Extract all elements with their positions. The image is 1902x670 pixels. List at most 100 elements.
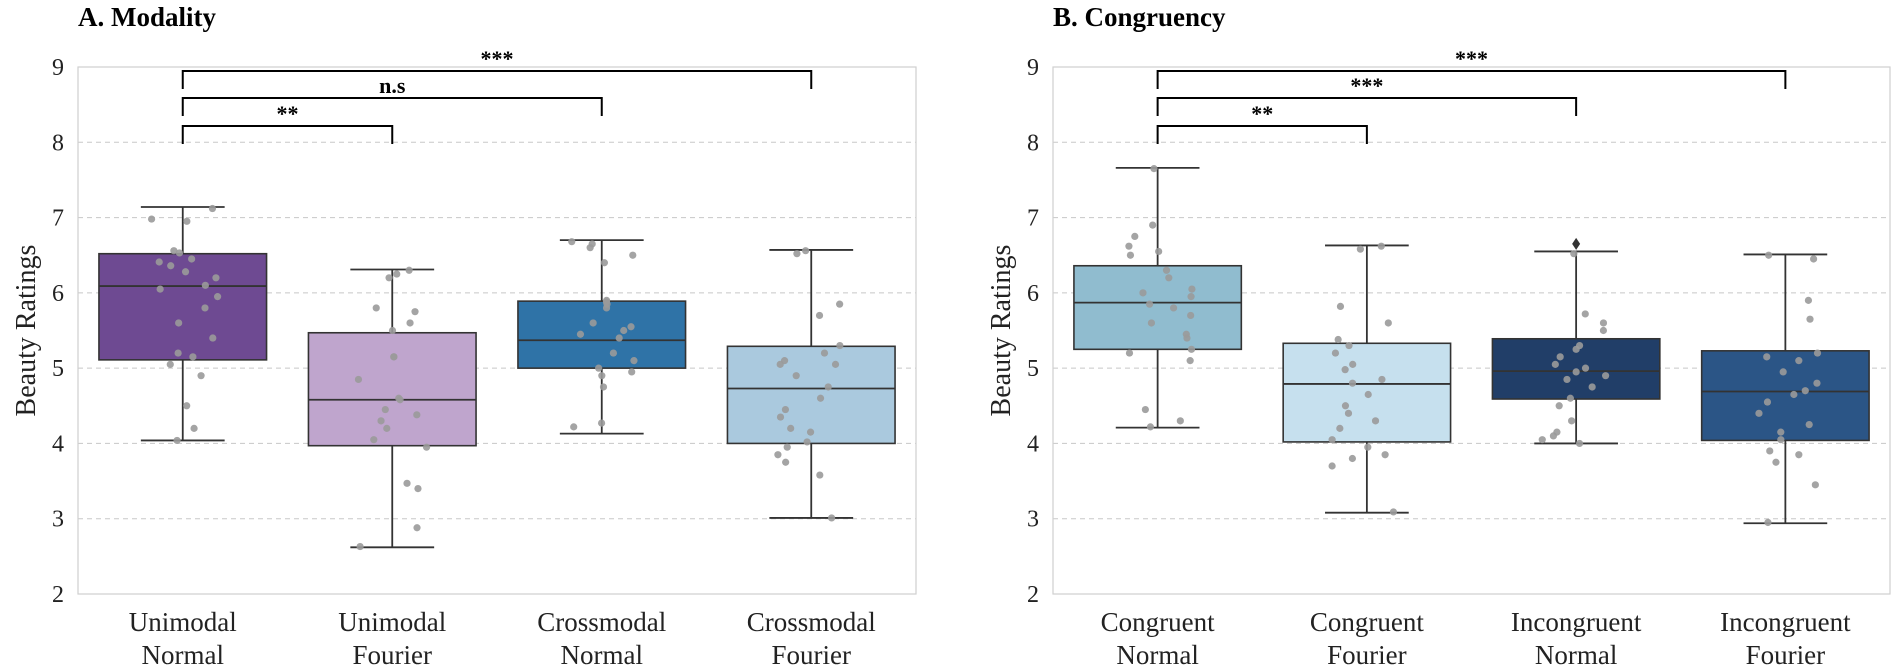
x-tick-label: Unimodal bbox=[129, 607, 237, 637]
data-point bbox=[212, 274, 220, 282]
data-point bbox=[1813, 349, 1822, 357]
y-tick-label: 8 bbox=[1027, 130, 1039, 156]
y-tick-label: 5 bbox=[52, 356, 64, 382]
data-point bbox=[175, 249, 184, 257]
data-point bbox=[173, 436, 181, 445]
data-point bbox=[568, 238, 576, 246]
x-tick-label: Crossmodal bbox=[747, 607, 876, 637]
y-tick-label: 6 bbox=[52, 281, 64, 307]
data-point bbox=[628, 368, 636, 376]
data-point bbox=[1777, 428, 1785, 436]
data-point bbox=[1141, 405, 1149, 414]
data-point bbox=[570, 423, 578, 431]
x-tick-label: Normal bbox=[1116, 640, 1198, 670]
y-tick-label: 9 bbox=[52, 55, 64, 81]
data-point bbox=[1126, 251, 1135, 259]
data-point bbox=[1146, 423, 1155, 431]
data-point bbox=[1566, 394, 1574, 402]
data-point bbox=[1538, 436, 1546, 444]
data-point bbox=[1556, 353, 1564, 361]
box-3 bbox=[1700, 251, 1870, 527]
data-point bbox=[620, 326, 628, 335]
data-point bbox=[209, 334, 217, 342]
data-point bbox=[1389, 508, 1398, 516]
data-point bbox=[1588, 383, 1596, 391]
data-point bbox=[609, 349, 618, 357]
data-point bbox=[1364, 443, 1372, 451]
data-point bbox=[1772, 458, 1780, 466]
data-point bbox=[806, 428, 815, 436]
y-tick-label: 4 bbox=[52, 431, 64, 457]
box-0 bbox=[1073, 165, 1243, 431]
x-tick-label: Fourier bbox=[772, 640, 851, 670]
data-point bbox=[1187, 293, 1195, 301]
data-point bbox=[413, 524, 421, 532]
iqr-box bbox=[1073, 264, 1243, 351]
data-point bbox=[166, 360, 174, 368]
data-point bbox=[1345, 341, 1353, 350]
data-point bbox=[598, 372, 606, 380]
data-point bbox=[1555, 402, 1563, 410]
iqr-box bbox=[1700, 350, 1870, 442]
data-point bbox=[1334, 335, 1342, 344]
data-point bbox=[1581, 310, 1589, 318]
data-point bbox=[1568, 417, 1576, 425]
data-point bbox=[1356, 245, 1364, 253]
iqr-box bbox=[517, 300, 687, 369]
data-point bbox=[787, 424, 795, 432]
data-point bbox=[1572, 345, 1580, 353]
data-point bbox=[1551, 360, 1559, 368]
data-point bbox=[1331, 349, 1340, 357]
data-point bbox=[1344, 409, 1353, 417]
data-point bbox=[1328, 436, 1336, 444]
data-point bbox=[156, 285, 164, 293]
data-point bbox=[403, 479, 411, 487]
data-point bbox=[576, 330, 585, 338]
bracket-line bbox=[181, 125, 394, 144]
data-point bbox=[1811, 481, 1819, 489]
data-point bbox=[189, 353, 197, 361]
data-point bbox=[1348, 454, 1357, 463]
data-point bbox=[781, 405, 790, 414]
outlier-point bbox=[1572, 237, 1581, 250]
data-point bbox=[828, 514, 836, 522]
data-point bbox=[774, 451, 782, 459]
x-tick-label: Incongruent bbox=[1511, 607, 1642, 637]
x-tick-label: Fourier bbox=[353, 640, 432, 670]
data-point bbox=[1795, 357, 1803, 365]
data-point bbox=[1779, 368, 1787, 376]
data-point bbox=[170, 247, 178, 255]
data-point bbox=[1599, 326, 1608, 335]
box-3 bbox=[726, 247, 896, 522]
data-point bbox=[183, 217, 191, 225]
significance-bracket: ** bbox=[1156, 101, 1368, 144]
y-tick-label: 9 bbox=[1027, 55, 1039, 81]
x-tick-label: Fourier bbox=[1327, 640, 1406, 670]
significance-label: n.s bbox=[379, 73, 406, 98]
data-point bbox=[1145, 300, 1154, 308]
data-point bbox=[820, 349, 829, 357]
data-point bbox=[816, 394, 825, 402]
data-point bbox=[1795, 451, 1803, 459]
data-point bbox=[1348, 379, 1357, 387]
data-point bbox=[1572, 368, 1580, 376]
data-point bbox=[1806, 315, 1814, 323]
data-point bbox=[385, 274, 393, 282]
x-tick-label: Incongruent bbox=[1720, 607, 1851, 637]
significance-label: *** bbox=[1350, 73, 1383, 98]
box-1 bbox=[1282, 242, 1452, 516]
data-point bbox=[595, 364, 603, 372]
data-point bbox=[175, 319, 183, 327]
y-tick-label: 3 bbox=[52, 507, 64, 533]
y-tick-label: 5 bbox=[1027, 356, 1039, 382]
data-point bbox=[1813, 379, 1821, 387]
data-point bbox=[1188, 285, 1196, 293]
data-point bbox=[627, 323, 635, 331]
data-point bbox=[1187, 311, 1195, 320]
data-point bbox=[370, 436, 378, 444]
data-point bbox=[1162, 266, 1171, 274]
data-point bbox=[1790, 390, 1798, 399]
data-point bbox=[413, 411, 421, 419]
